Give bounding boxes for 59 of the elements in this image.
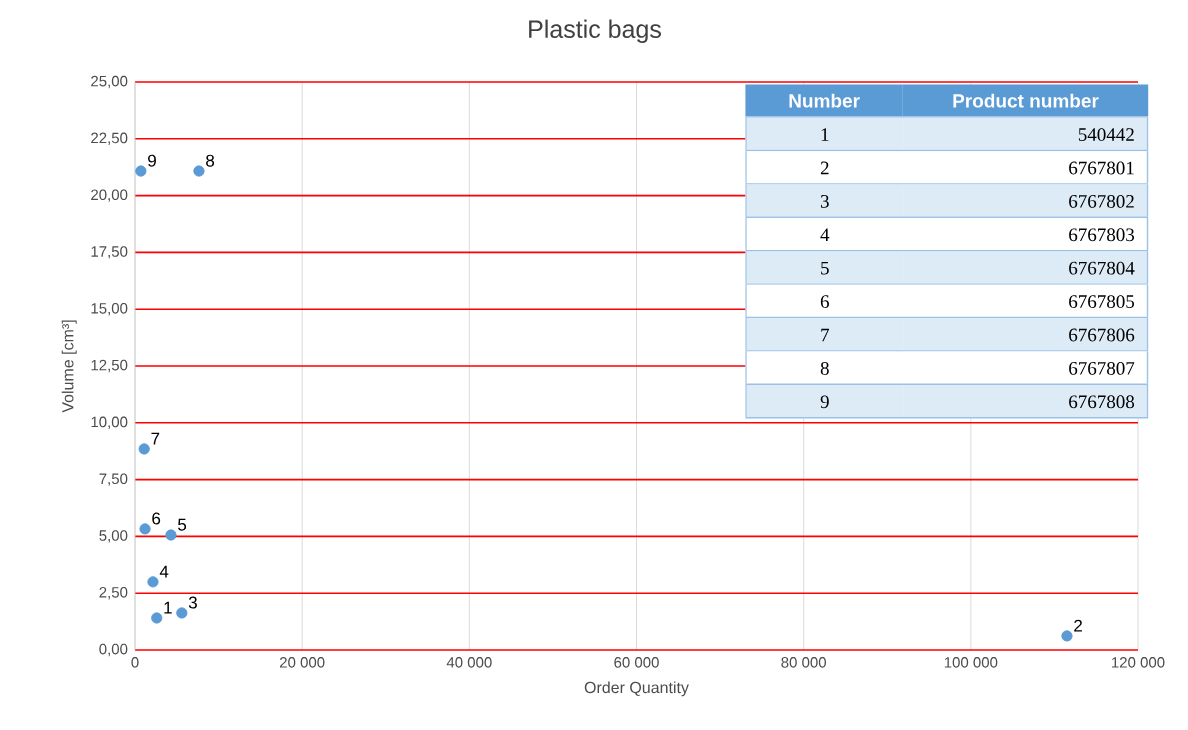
x-tick-label: 60 000 [614,657,659,668]
y-tick-label: 2,50 [99,587,128,600]
x-tick-label: 40 000 [446,657,492,668]
annotation: 9 [820,395,829,409]
annotation: 8 [206,154,215,167]
point [147,576,159,588]
annotation: 1 [164,601,172,614]
y-tick-label: 20,00 [91,189,128,202]
point [1061,630,1073,642]
point [165,529,177,541]
annotation: 7 [151,432,160,445]
x-tick-label: 100 000 [944,657,998,668]
annotation: 6767803 [1069,228,1135,242]
annotation: 3 [820,195,829,208]
annotation: 4 [820,228,830,241]
y-tick-label: 0,00 [99,643,128,657]
point [135,165,147,177]
annotation: 8 [820,361,829,375]
annotation: 6767806 [1069,328,1135,342]
y-tick-label: 10,00 [91,416,128,429]
point [139,523,151,535]
annotation: 9 [148,154,156,167]
annotation: 3 [188,596,197,609]
y-tick-label: 22,50 [91,132,128,145]
y-tick-label: 12,50 [91,359,128,373]
x-tick-label: 0 [131,657,139,668]
annotation: 1 [821,128,829,141]
annotation: 5 [821,261,829,275]
annotation: 6767808 [1069,395,1135,409]
annotation: 6767804 [1069,261,1135,275]
point [176,607,188,619]
annotation: 2 [1074,619,1082,632]
y-axis-title: Volume [cm³] [61,320,77,413]
annotation: 5 [178,518,187,531]
annotation: 4 [159,565,169,578]
y-tick-label: 7,50 [99,473,128,486]
y-tick-label: 25,00 [91,75,128,89]
annotation: 6767805 [1069,295,1135,308]
annotation: Product number [953,93,1099,108]
annotation: 6 [820,295,829,308]
x-tick-label: 80 000 [781,657,826,668]
y-tick-label: 15,00 [91,303,128,316]
annotation: 7 [821,328,830,342]
x-axis-title: Order Quantity [584,681,689,697]
annotation: 2 [820,161,829,175]
y-tick-label: 17,50 [91,246,128,259]
point [138,443,150,455]
annotation: 6767802 [1069,194,1134,208]
x-tick-label: 20 000 [279,657,325,668]
annotation: 6767807 [1069,361,1135,375]
chart-title: Plastic bags [529,19,661,43]
point [193,165,205,177]
annotation: 6767801 [1069,161,1134,175]
annotation: Number [789,93,860,108]
annotation: 540442 [1078,128,1134,141]
x-tick-label: 120 000 [1112,657,1165,668]
y-tick-label: 5,00 [99,530,128,543]
point [151,612,163,624]
annotation: 6 [152,512,161,525]
